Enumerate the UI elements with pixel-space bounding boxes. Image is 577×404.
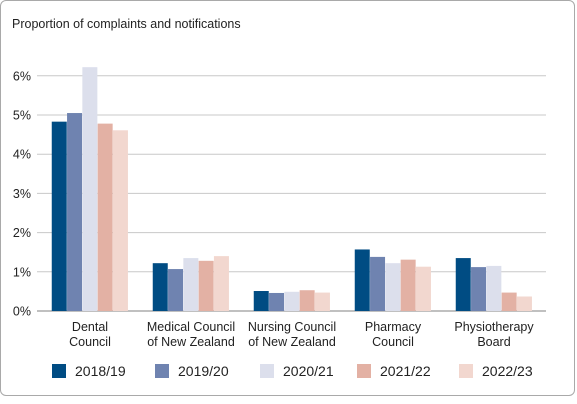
category-label: Nursing Council [248,320,336,334]
legend-label: 2020/21 [283,363,334,379]
bar [253,291,269,311]
bar [168,269,184,311]
category-label: Pharmacy [365,320,422,334]
bar [97,123,113,312]
bar [112,130,128,311]
legend-label: 2019/20 [178,363,229,379]
bar [198,260,214,311]
bar [152,263,168,311]
bar [213,256,229,311]
bar [501,292,517,311]
bar [385,263,401,311]
legend-label: 2018/19 [75,363,126,379]
bar [400,259,416,311]
legend-label: 2022/23 [482,363,533,379]
bar [284,291,300,311]
bar [354,249,370,311]
category-label: of New Zealand [248,335,336,349]
legend-swatch [260,364,274,378]
bar [82,67,98,312]
legend-item: 2020/21 [260,363,334,379]
legend-swatch [52,364,66,378]
legend-item: 2018/19 [52,363,126,379]
legend-item: 2022/23 [459,363,533,379]
y-tick-label: 6% [13,69,31,83]
category-label: Physiotherapy [454,320,534,334]
category-label: Council [69,335,111,349]
legend-item: 2019/20 [155,363,229,379]
y-tick-label: 3% [13,187,31,201]
bar [455,258,471,311]
bar [269,292,285,311]
bar [370,256,386,311]
bar [183,258,199,311]
y-tick-label: 2% [13,226,31,240]
bar [471,267,487,311]
bar [314,292,330,311]
bar [516,296,532,311]
legend-swatch [357,364,371,378]
legend-label: 2021/22 [380,363,431,379]
y-tick-label: 1% [13,265,31,279]
bar [67,113,83,311]
category-label: Council [372,335,414,349]
legend-item: 2021/22 [357,363,431,379]
chart-legend: 2018/19 2019/20 2020/21 2021/22 2022/23 [0,363,577,383]
bar [415,266,431,311]
category-label: Dental [72,320,108,334]
chart-title: Proportion of complaints and notificatio… [12,17,241,31]
y-tick-label: 4% [13,148,31,162]
y-tick-label: 0% [13,305,31,319]
bar [486,265,502,311]
category-label: Board [477,335,510,349]
category-label: Medical Council [147,320,235,334]
bar [299,290,315,311]
category-label: of New Zealand [147,335,235,349]
legend-swatch [155,364,169,378]
legend-swatch [459,364,473,378]
y-tick-label: 5% [13,109,31,123]
bar [51,121,67,311]
